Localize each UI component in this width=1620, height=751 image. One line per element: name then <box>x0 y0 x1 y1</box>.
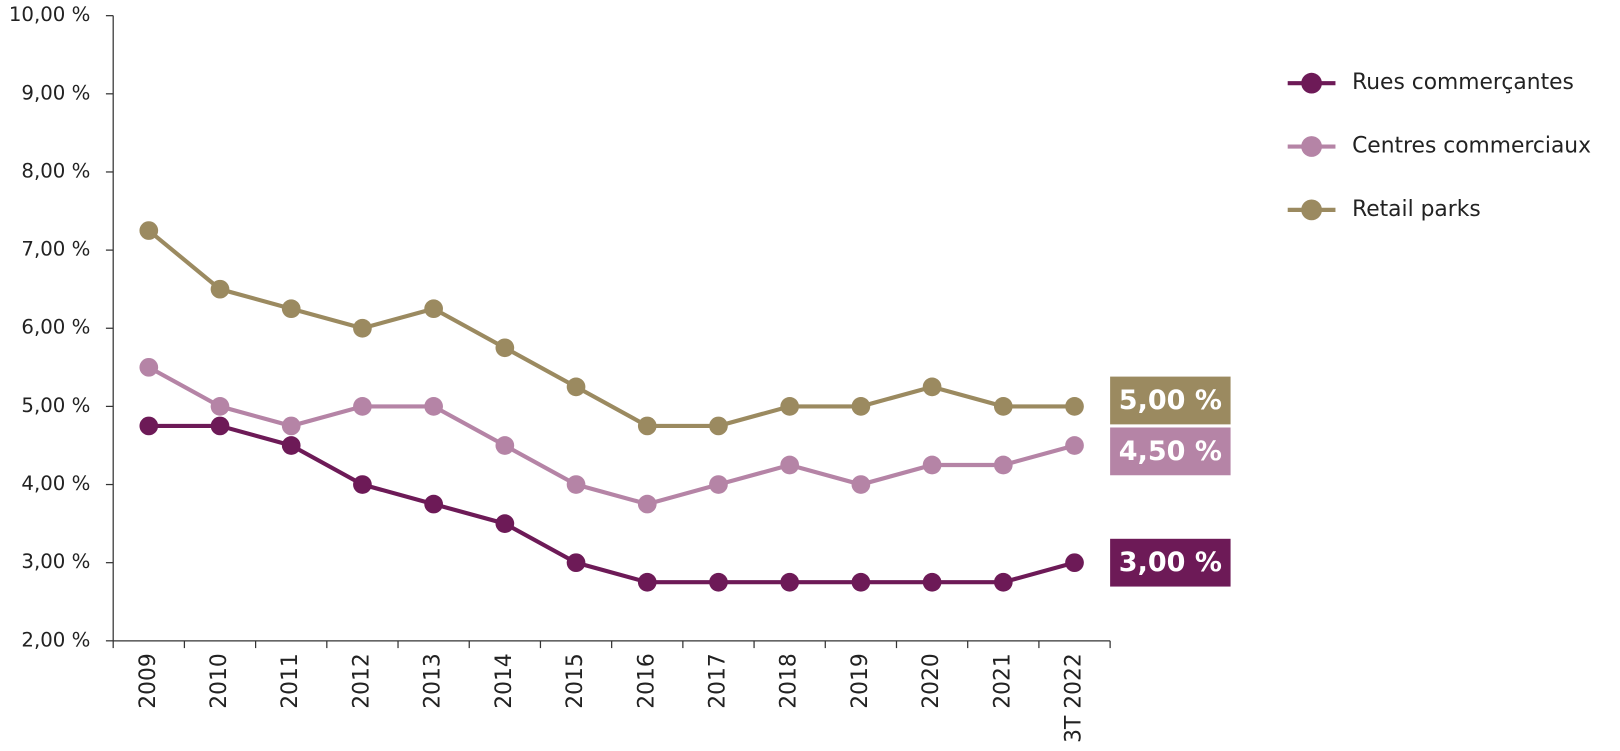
point <box>851 397 871 416</box>
point <box>1065 436 1084 455</box>
x-tick-label: 2016 <box>634 653 659 708</box>
point <box>495 338 515 358</box>
value-label-box <box>1110 538 1231 587</box>
legend-label: Retail parks <box>1352 197 1481 222</box>
point <box>281 416 301 436</box>
point <box>566 475 586 494</box>
point <box>353 475 372 494</box>
x-tick-label: 2014 <box>492 653 517 708</box>
point <box>139 357 159 377</box>
value-label: 3,00 % <box>1119 547 1222 578</box>
point <box>281 436 301 455</box>
x-tick-label: 2009 <box>136 653 161 708</box>
point <box>1065 553 1084 573</box>
y-tick-label: 7,00 % <box>21 238 90 261</box>
legend-label: Centres commerciaux <box>1352 134 1591 159</box>
series-line <box>147 365 1076 507</box>
point <box>1065 397 1084 416</box>
series-line <box>147 228 1075 429</box>
y-tick-label: 4,00 % <box>21 472 90 495</box>
point <box>709 475 728 494</box>
point <box>780 572 800 592</box>
y-tick-label: 3,00 % <box>21 550 90 573</box>
value-label: 5,00 % <box>1119 385 1222 416</box>
point <box>637 494 657 514</box>
point <box>139 221 159 240</box>
value-label: 4,50 % <box>1119 436 1222 467</box>
point <box>851 475 871 494</box>
point <box>353 397 372 416</box>
y-tick-label: 8,00 % <box>21 159 90 182</box>
value-label-box <box>1110 376 1231 425</box>
x-tick-label: 2020 <box>919 653 944 708</box>
point <box>424 494 443 514</box>
point <box>566 377 586 397</box>
x-tick-label: 2011 <box>278 653 303 708</box>
point <box>637 572 657 592</box>
x-tick-label: 3T 2022 <box>1062 653 1087 743</box>
x-tick-label: 2012 <box>349 653 374 708</box>
x-tick-label: 2019 <box>848 653 873 708</box>
point <box>922 377 942 397</box>
x-tick-label: 2015 <box>563 653 588 708</box>
point <box>709 416 728 436</box>
x-tick-label: 2018 <box>777 653 802 708</box>
point <box>353 318 372 338</box>
point <box>709 572 728 592</box>
x-tick-label: 2013 <box>421 653 446 708</box>
y-tick-label: 10,00 % <box>9 3 90 26</box>
legend-marker <box>1301 72 1322 94</box>
y-tick-label: 6,00 % <box>21 316 90 339</box>
point <box>210 397 230 416</box>
series-line <box>148 423 1076 585</box>
point <box>922 572 942 592</box>
point <box>993 572 1013 592</box>
point <box>993 397 1013 416</box>
point <box>851 572 871 592</box>
y-tick-label: 2,00 % <box>21 628 90 651</box>
point <box>424 299 443 319</box>
point <box>281 299 301 319</box>
point <box>566 553 586 573</box>
point <box>993 455 1013 475</box>
x-tick-label: 2017 <box>705 653 730 708</box>
point <box>139 416 159 436</box>
x-tick-label: 2021 <box>990 653 1015 708</box>
legend-label: Rues commerçantes <box>1352 70 1574 95</box>
y-tick-label: 9,00 % <box>21 81 90 104</box>
point <box>424 397 443 416</box>
point <box>780 455 800 475</box>
point <box>922 455 942 475</box>
point <box>637 416 657 436</box>
y-tick-label: 5,00 % <box>21 394 90 417</box>
legend-marker <box>1301 136 1322 157</box>
value-label-box <box>1110 427 1231 476</box>
x-tick-label: 2010 <box>207 653 232 708</box>
point <box>210 416 230 436</box>
point <box>495 514 515 533</box>
point <box>210 279 230 299</box>
point <box>780 397 800 416</box>
point <box>495 436 515 455</box>
legend-marker <box>1301 199 1322 221</box>
